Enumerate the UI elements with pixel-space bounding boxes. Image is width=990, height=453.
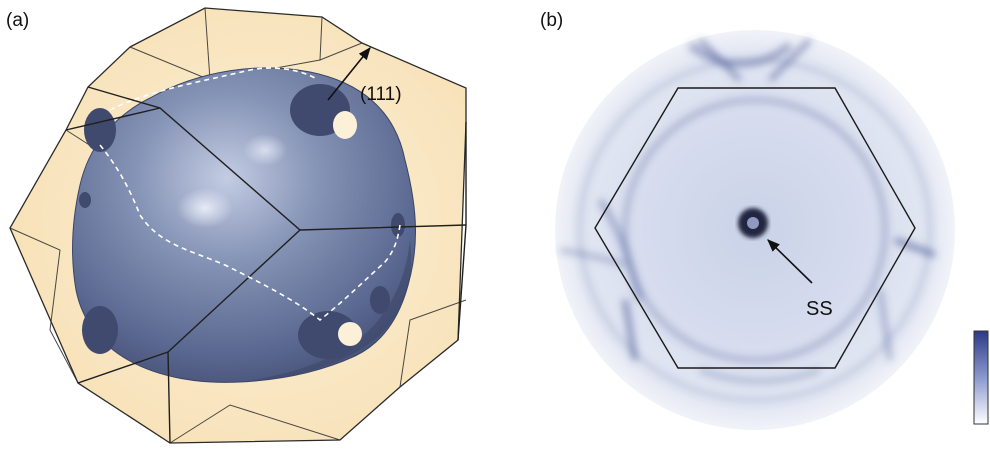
zone-hexagon [594,87,916,369]
panel-a: (a) [6,7,467,444]
panel-b: (b) SS [540,10,989,430]
spectral-features [559,38,937,402]
zone-front-edges [65,86,467,444]
fermi-surface [72,67,416,383]
surface-highlight [177,188,233,228]
dashed-orbit [99,67,401,322]
colorbar [973,330,989,425]
ss-arrow [767,239,813,284]
direction-arrow [327,47,371,101]
ss-label: SS [806,298,833,320]
surface-highlight [243,134,287,166]
surface-state-pocket [738,208,768,238]
panel-b-label: (b) [540,10,563,31]
direction-label: (111) [360,84,402,105]
neck-openings [79,84,405,359]
panel-a-label: (a) [6,10,29,31]
